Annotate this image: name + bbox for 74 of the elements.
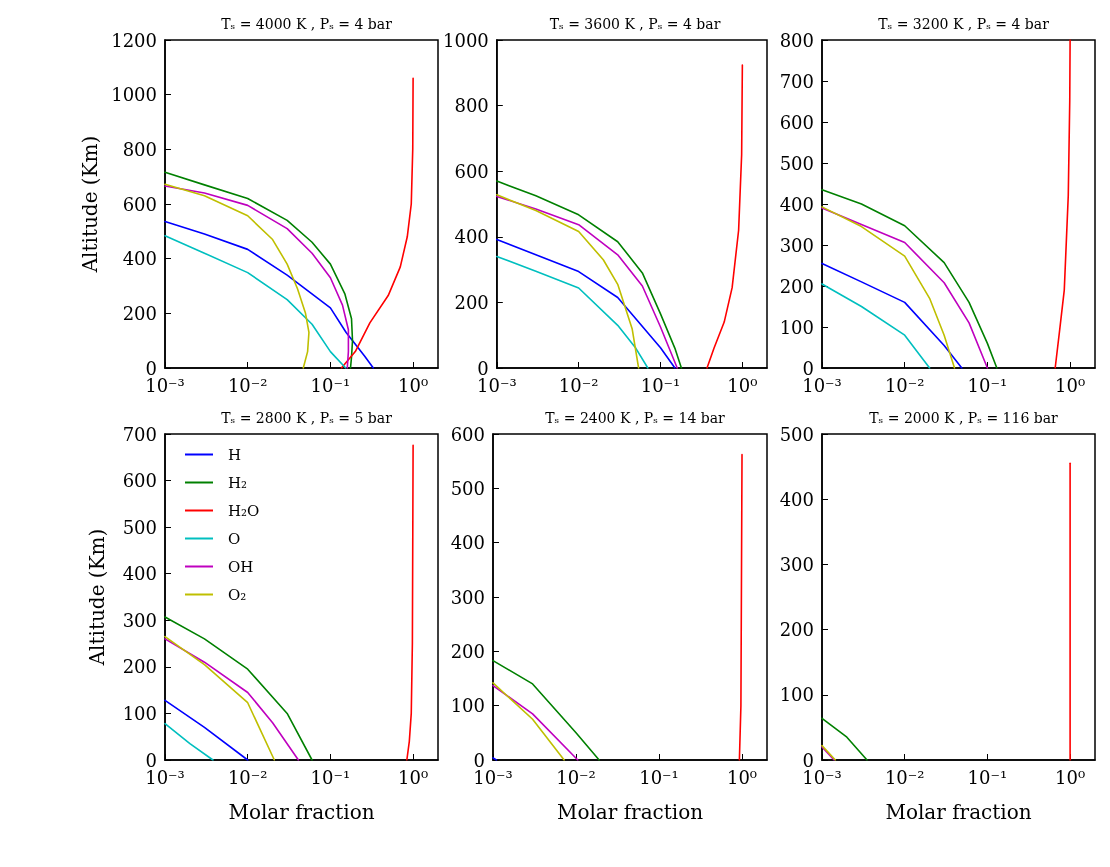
x-tick-label: 10⁻¹: [967, 766, 1008, 788]
y-tick-label: 500: [779, 152, 814, 174]
y-tick-label: 1000: [111, 84, 157, 106]
y-tick-label: 700: [779, 70, 814, 92]
y-tick-label: 100: [779, 684, 814, 706]
legend-label: O: [228, 529, 241, 548]
chart-title: Tₛ = 2400 K , Pₛ = 14 bar: [545, 410, 726, 426]
chart-title: Tₛ = 3200 K , Pₛ = 4 bar: [878, 16, 1050, 32]
x-tick-label: 10⁰: [1055, 374, 1086, 396]
y-tick-label: 200: [454, 291, 489, 313]
y-tick-label: 500: [779, 423, 814, 445]
y-tick-label: 300: [779, 553, 814, 575]
y-tick-label: 100: [122, 702, 157, 724]
y-tick-label: 600: [122, 193, 157, 215]
y-tick-label: 400: [450, 532, 485, 554]
y-tick-label: 600: [454, 160, 489, 182]
y-tick-label: 500: [450, 477, 485, 499]
y-tick-label: 400: [454, 226, 489, 248]
legend-label: H₂O: [228, 501, 260, 520]
legend-label: OH: [228, 557, 254, 576]
x-tick-label: 10⁻¹: [310, 766, 351, 788]
x-tick-label: 10⁰: [398, 766, 429, 788]
legend-label: H: [228, 445, 242, 464]
x-tick-label: 10⁰: [398, 374, 429, 396]
line-series: [406, 444, 414, 761]
y-tick-label: 100: [450, 695, 485, 717]
legend-label: O₂: [228, 585, 247, 604]
y-tick-label: 800: [779, 29, 814, 51]
y-tick-label: 500: [122, 516, 157, 538]
y-tick-label: 200: [450, 640, 485, 662]
chart-title: Tₛ = 2000 K , Pₛ = 116 bar: [869, 410, 1059, 426]
y-tick-label: 100: [779, 316, 814, 338]
y-axis-title: Altitude (Km): [85, 528, 109, 667]
y-tick-label: 1000: [443, 29, 489, 51]
x-tick-label: 10⁻²: [227, 766, 268, 788]
x-tick-label: 10⁻²: [227, 374, 268, 396]
x-tick-label: 10⁰: [727, 374, 758, 396]
x-tick-label: 10⁻¹: [640, 374, 681, 396]
y-tick-label: 400: [122, 563, 157, 585]
y-tick-label: 400: [779, 488, 814, 510]
x-tick-label: 10⁻¹: [967, 374, 1008, 396]
y-tick-label: 200: [122, 656, 157, 678]
y-tick-label: 400: [122, 248, 157, 270]
y-tick-label: 200: [779, 275, 814, 297]
legend-label: H₂: [228, 473, 248, 492]
x-tick-label: 10⁻²: [884, 766, 925, 788]
y-tick-label: 200: [779, 619, 814, 641]
chart-title: Tₛ = 3600 K , Pₛ = 4 bar: [549, 16, 721, 32]
x-tick-label: 10⁻¹: [639, 766, 679, 788]
y-tick-label: 800: [122, 138, 157, 160]
y-tick-label: 300: [122, 609, 157, 631]
y-tick-label: 400: [779, 193, 814, 215]
y-tick-label: 600: [122, 470, 157, 492]
line-series: [1054, 39, 1071, 369]
y-tick-label: 300: [450, 586, 485, 608]
x-tick-label: 10⁰: [726, 766, 758, 788]
y-tick-label: 1200: [111, 29, 157, 51]
y-tick-label: 300: [779, 234, 814, 256]
chart-title: Tₛ = 4000 K , Pₛ = 4 bar: [221, 16, 393, 32]
y-tick-label: 200: [122, 302, 157, 324]
y-tick-label: 600: [779, 111, 814, 133]
y-axis-title: Altitude (Km): [78, 135, 103, 274]
x-axis-title: Molar fraction: [885, 800, 1032, 824]
x-axis-title: Molar fraction: [556, 800, 704, 824]
x-tick-label: 10⁻²: [558, 374, 599, 396]
x-tick-label: 10⁻¹: [310, 374, 351, 396]
x-tick-label: 10⁰: [1055, 766, 1086, 788]
y-tick-label: 600: [450, 423, 485, 445]
x-tick-label: 10⁻²: [884, 374, 925, 396]
chart-title: Tₛ = 2800 K , Pₛ = 5 bar: [221, 410, 393, 426]
x-axis-title: Molar fraction: [228, 800, 375, 824]
y-tick-label: 700: [122, 423, 157, 445]
y-tick-label: 800: [454, 95, 489, 117]
x-tick-label: 10⁻²: [556, 766, 596, 788]
